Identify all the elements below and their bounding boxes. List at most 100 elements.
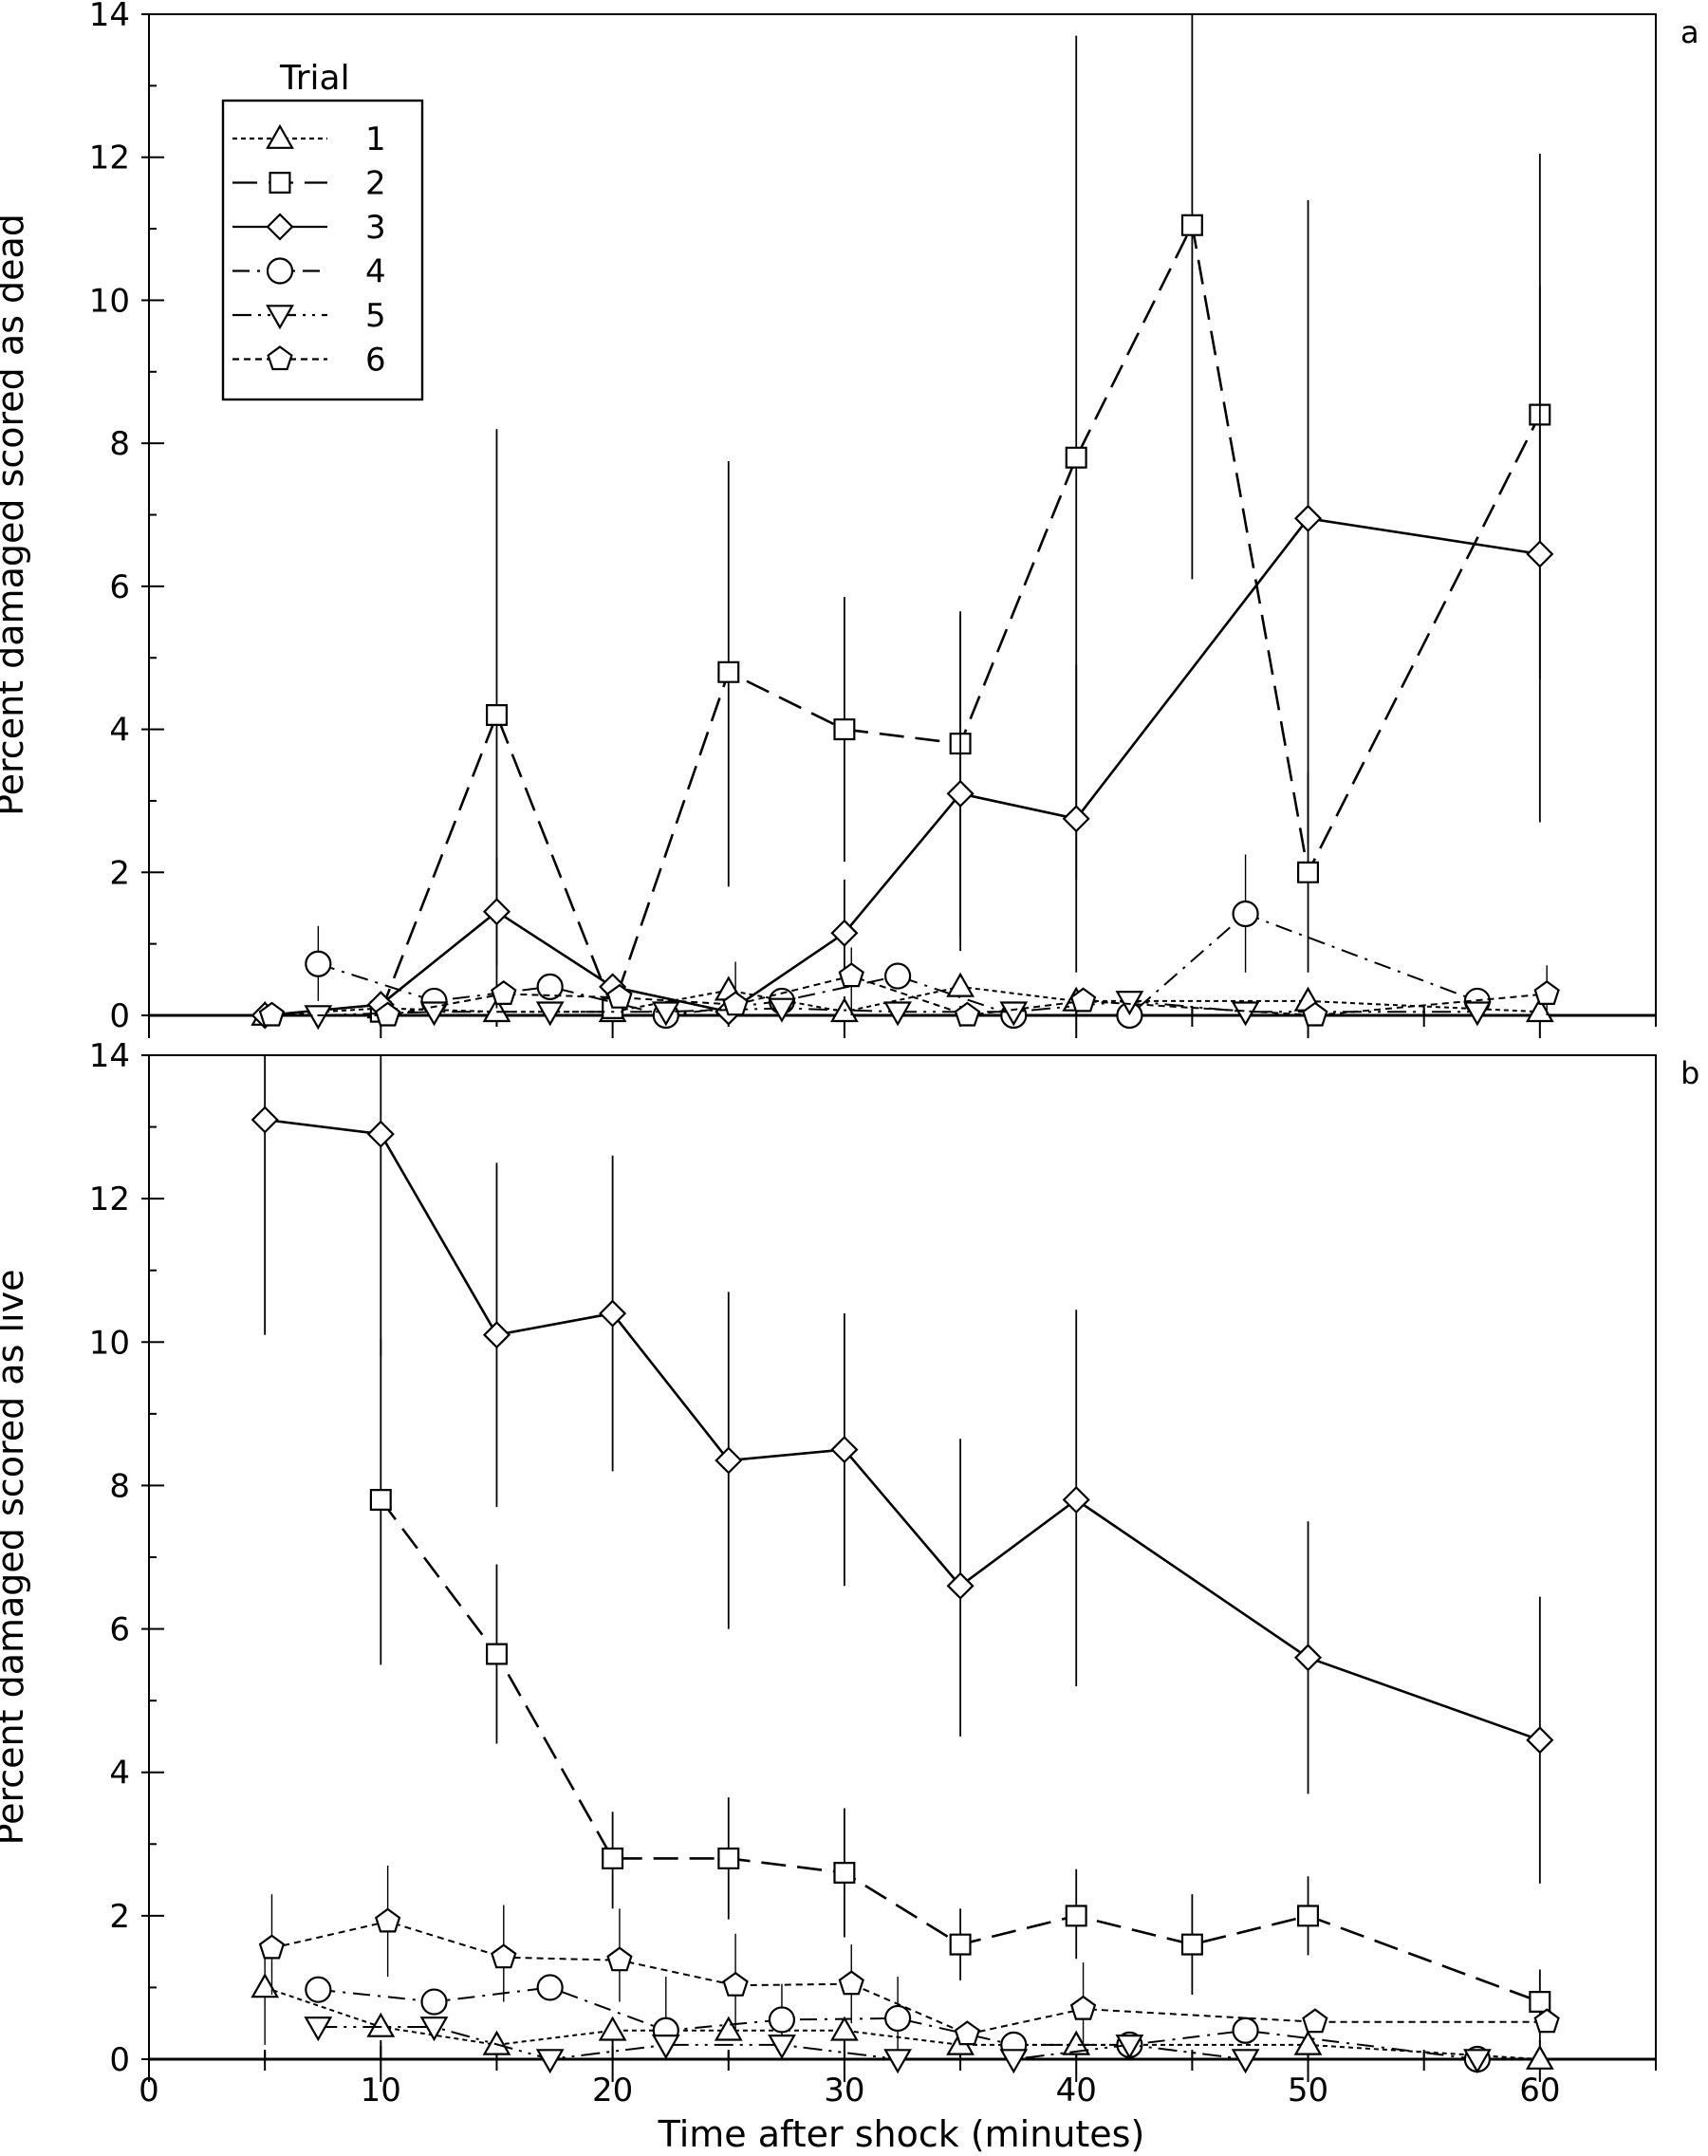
y-tick-label: 14 (89, 0, 130, 34)
data-point (258, 1934, 286, 1960)
data-point (884, 962, 912, 990)
data-point (1463, 1001, 1492, 1027)
data-point (830, 2016, 859, 2041)
y-tick-label: 12 (89, 139, 130, 177)
legend-label: 6 (365, 342, 386, 380)
data-point (305, 950, 332, 977)
data-point (1525, 996, 1554, 1023)
panel-b-chart: 0 2 4 6 8 10 12 14 0 10 20 30 40 50 60 Percent damaged … (0, 1037, 1699, 2110)
data-point (1296, 861, 1320, 883)
legend-label: 1 (365, 121, 386, 158)
legend-marker (267, 345, 293, 371)
series-5 (304, 2017, 1492, 2074)
data-point (717, 660, 740, 683)
data-point (833, 1861, 856, 1885)
data-point (420, 1988, 448, 2016)
data-point (830, 1436, 859, 1464)
y-axis-title: Percent damaged scored as live (0, 1270, 31, 1846)
data-point (1293, 2030, 1323, 2055)
series-6 (258, 1865, 1560, 2046)
y-axis-title: Percent damaged scored as dead (0, 214, 31, 816)
series-line (318, 2026, 1477, 2061)
legend-label: 3 (365, 209, 386, 247)
data-point (599, 1299, 627, 1328)
data-point (1293, 504, 1323, 532)
data-point (949, 1933, 972, 1956)
data-point (375, 1001, 401, 1027)
data-point (366, 2012, 396, 2037)
legend-marker (266, 213, 294, 241)
x-tick-label: 20 (592, 2072, 633, 2110)
y-tick-label: 2 (109, 1898, 130, 1936)
series-line (265, 1118, 1541, 1741)
data-point (536, 1974, 564, 2001)
series-line (271, 975, 1548, 1017)
data-point (1115, 2035, 1144, 2060)
data-point (838, 1970, 864, 1996)
data-point (768, 2035, 796, 2060)
x-tick-label: 30 (824, 2072, 864, 2110)
legend-marker (269, 172, 291, 194)
data-point (830, 919, 859, 947)
legend-marker (266, 305, 294, 330)
data-point (1526, 540, 1554, 568)
data-point (535, 1001, 565, 1027)
legend-label: 4 (365, 253, 386, 291)
y-tick-label: 0 (109, 2041, 130, 2079)
data-point (606, 1946, 633, 1972)
data-point (1062, 805, 1090, 833)
data-point (1463, 2049, 1492, 2074)
data-point (1296, 1905, 1320, 1927)
series-line (380, 221, 1541, 1013)
legend: Trial 1 2 3 4 5 6 (221, 59, 424, 401)
data-point (1115, 991, 1144, 1016)
data-point (375, 1907, 401, 1933)
data-point (369, 1488, 392, 1512)
x-axis-title-group: Time after shock (minutes) (658, 2113, 1145, 2155)
data-point (1065, 446, 1087, 469)
data-point (954, 1001, 981, 1027)
x-tick-label: 50 (1288, 2072, 1328, 2110)
series-line (265, 516, 1540, 1017)
data-point (768, 997, 796, 1023)
data-point (251, 1106, 279, 1134)
data-point (485, 703, 509, 727)
data-point (946, 779, 975, 808)
legend-label: 5 (365, 297, 386, 335)
legend-marker (266, 257, 294, 285)
data-point (883, 1001, 912, 1027)
data-point (482, 898, 511, 926)
data-point (715, 1446, 743, 1475)
y-tick-label: 4 (109, 1755, 130, 1793)
data-point (606, 983, 633, 1009)
data-point (1065, 1905, 1087, 1927)
data-point (1533, 980, 1560, 1006)
data-point (999, 1001, 1029, 1027)
x-tick-label: 60 (1519, 2072, 1560, 2110)
x-tick-label: 40 (1056, 2072, 1097, 2110)
data-point (304, 2017, 333, 2042)
data-point (1180, 1933, 1203, 1956)
legend-marker (266, 123, 294, 149)
data-point (419, 2017, 449, 2042)
series-5 (304, 991, 1492, 1031)
y-tick-label: 10 (89, 1324, 130, 1362)
series-3 (251, 1055, 1554, 1884)
data-point (1302, 1001, 1328, 1027)
y-tick-label: 12 (89, 1180, 130, 1218)
panel-letter: b (1680, 1055, 1699, 1091)
series-6 (258, 947, 1560, 1027)
y-tick-label: 8 (109, 425, 130, 463)
data-point (838, 962, 864, 988)
data-point (1180, 214, 1203, 236)
y-tick-label: 0 (109, 997, 130, 1035)
data-point (1231, 2049, 1260, 2074)
y-tick-label: 4 (109, 712, 130, 750)
legend-title: Trial (279, 59, 350, 98)
data-point (419, 1001, 449, 1027)
data-point (722, 991, 749, 1016)
legend-box (221, 99, 424, 401)
data-point (1069, 1995, 1097, 2020)
data-point (491, 1943, 517, 1969)
